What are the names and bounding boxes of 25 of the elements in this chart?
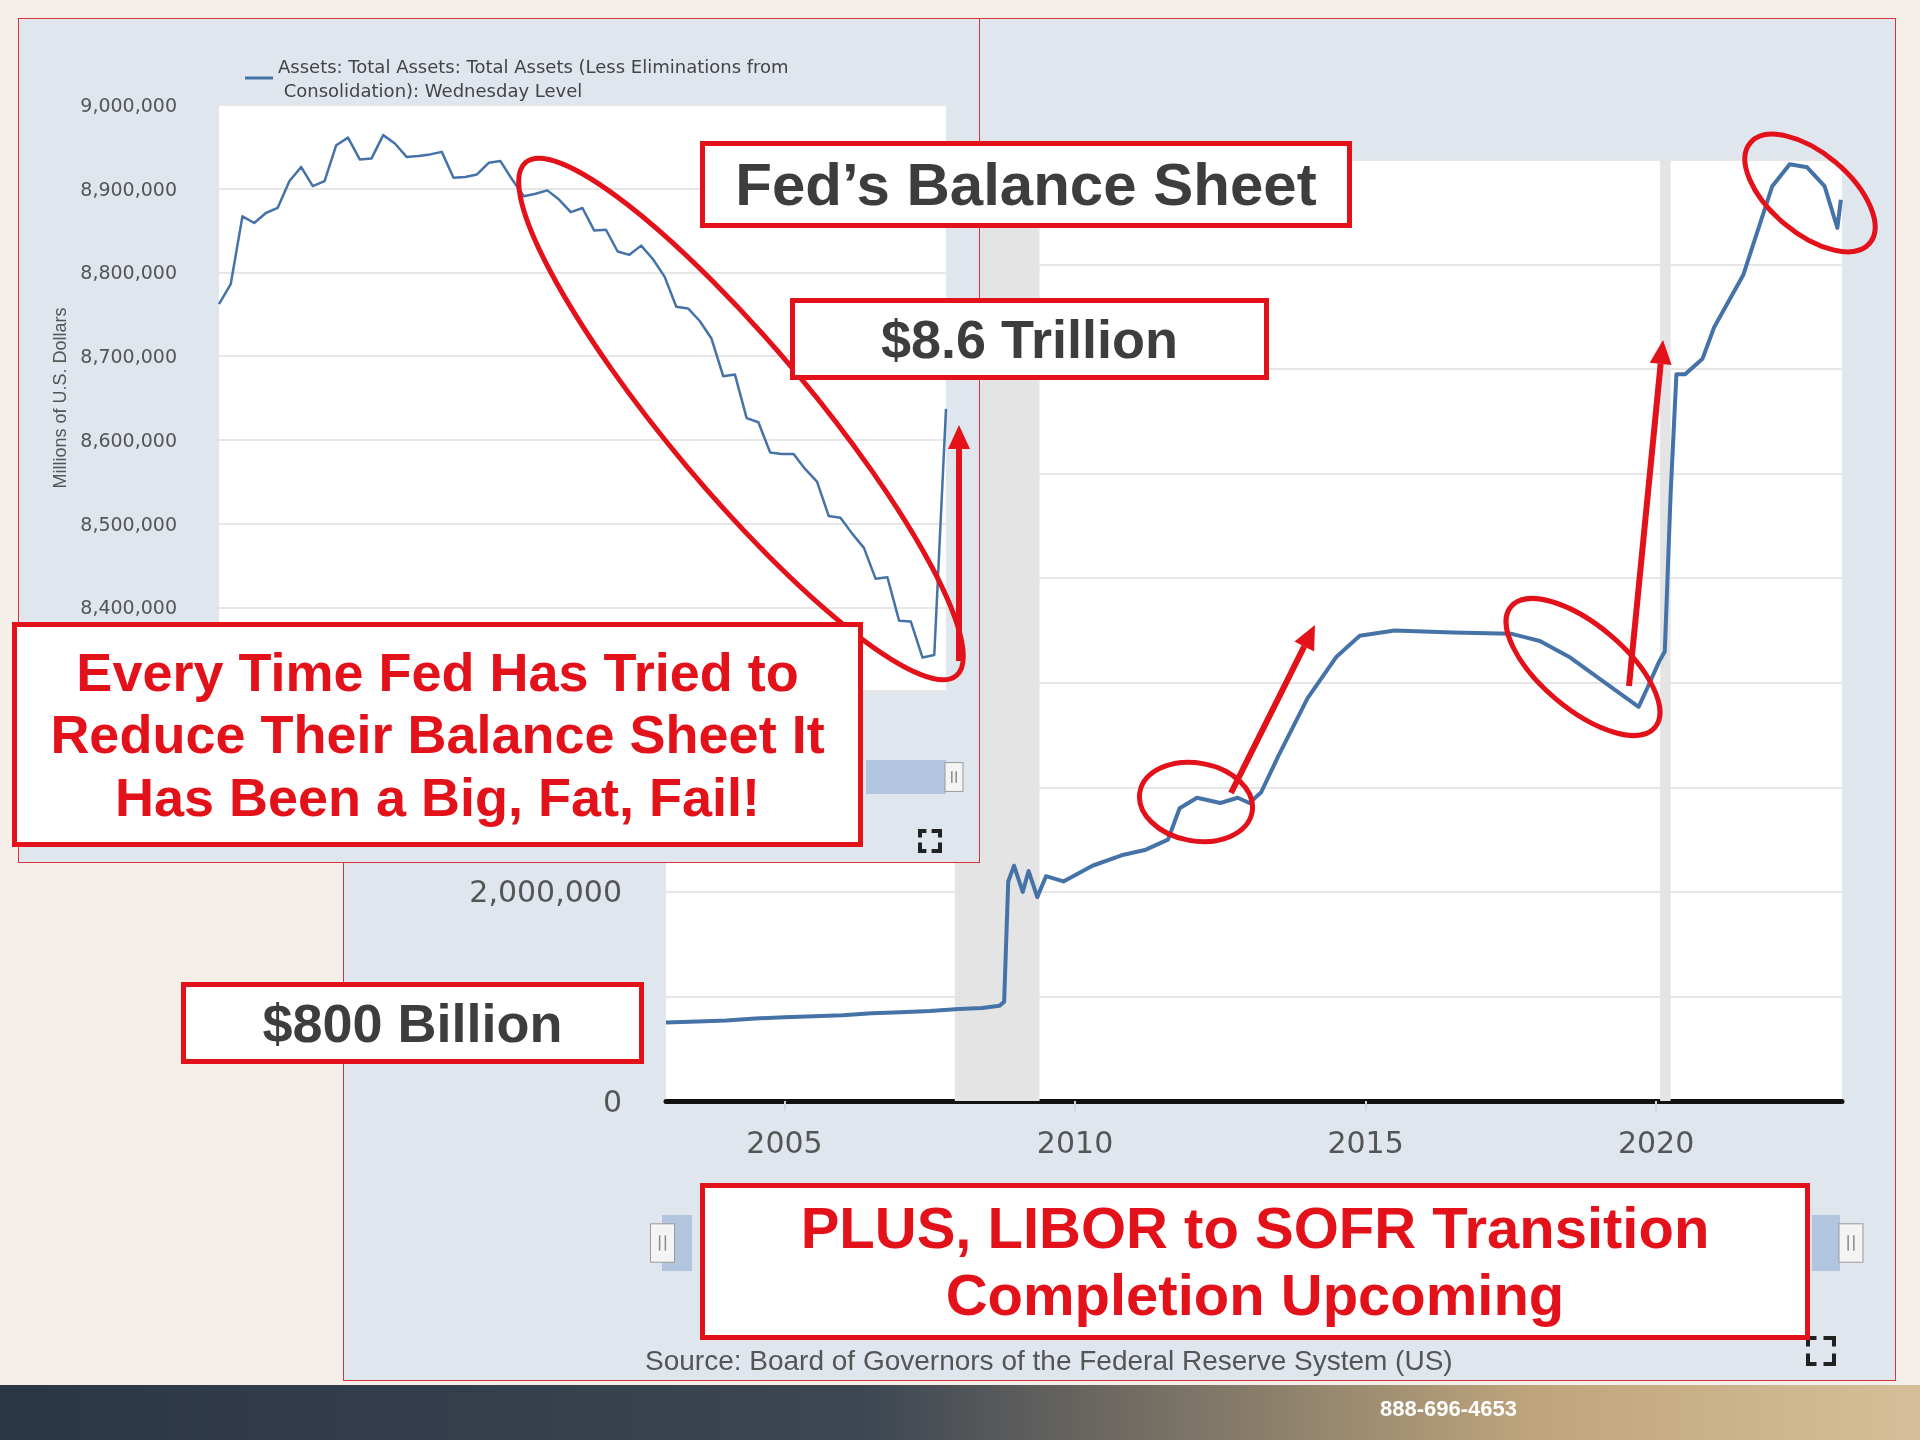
callout-box: $8.6 Trillion [790, 298, 1269, 380]
y-axis-title: Millions of U.S. Dollars [50, 307, 70, 489]
text: 888-696-4653 [1380, 1396, 1518, 1421]
chart-title: Fed’s Balance Sheet [735, 150, 1317, 219]
y-tick-label: 8,400,000 [80, 596, 177, 619]
x-tick-label: 2005 [746, 1124, 823, 1160]
x-tick-label: 2020 [1617, 1124, 1695, 1160]
callout-box: Every Time Fed Has Tried to Reduce Their Balance Sheet It Has Been a Big, Fat, Fail! [12, 622, 863, 847]
y-tick-label: 9,000,000 [80, 94, 177, 116]
y-tick-label: 8,700,000 [80, 345, 177, 368]
x-tick-label: 2015 [1327, 1124, 1404, 1160]
y-tick-label: 0 [602, 1083, 622, 1119]
legend-label: Assets: Total Assets: Total Assets (Less Eliminations from Consolidation): Wednesday Level [278, 55, 789, 101]
annotation: Every Time Fed Has Tried to Reduce Their Balance Sheet It Has Been a Big, Fat, Fail! [49, 641, 826, 828]
y-tick-label: 2,000,000 [469, 874, 622, 910]
callout-box: Fed’s Balance Sheet [700, 141, 1352, 228]
y-tick-label: 8,500,000 [80, 512, 177, 535]
annotation: $8.6 Trillion [880, 307, 1179, 371]
x-tick-label: 2010 [1036, 1124, 1114, 1160]
source-note: Source: Board of Governors of the Federal Reserve System (US) [645, 1345, 1453, 1376]
y-tick-label: 8,800,000 [80, 261, 177, 284]
callout-box: PLUS, LIBOR to SOFR Transition Completion Upcoming [700, 1183, 1810, 1340]
callout-box: $800 Billion [181, 982, 644, 1064]
y-tick-label: 8,900,000 [80, 177, 177, 200]
y-tick-label: 8,600,000 [80, 428, 177, 451]
